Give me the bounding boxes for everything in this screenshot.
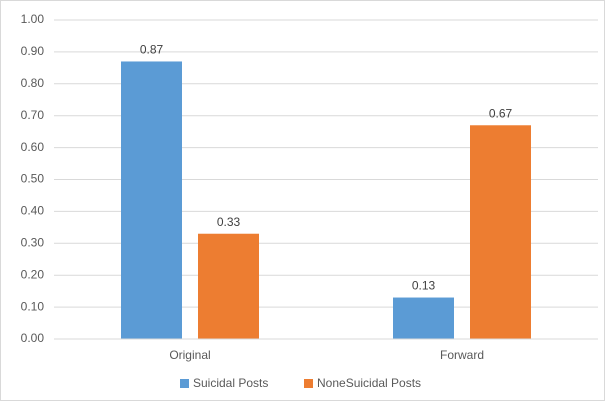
y-tick-label: 0.40 <box>21 204 45 218</box>
y-tick-label: 0.00 <box>21 331 45 345</box>
bar <box>198 233 259 339</box>
data-label: 0.13 <box>412 279 436 293</box>
legend-label: NoneSuicidal Posts <box>317 376 421 390</box>
bar <box>470 125 531 340</box>
legend-swatch <box>180 379 189 388</box>
data-label: 0.67 <box>489 106 513 120</box>
data-label: 0.33 <box>217 215 241 229</box>
y-tick-label: 0.60 <box>21 140 45 154</box>
y-tick-label: 0.90 <box>21 44 45 58</box>
x-tick-label: Forward <box>440 348 484 362</box>
y-tick-label: 1.00 <box>21 12 45 26</box>
x-tick-label: Original <box>169 348 210 362</box>
legend-swatch <box>304 379 313 388</box>
y-tick-label: 0.80 <box>21 76 45 90</box>
y-tick-label: 0.50 <box>21 172 45 186</box>
legend-label: Suicidal Posts <box>193 376 268 390</box>
y-tick-label: 0.30 <box>21 235 45 249</box>
bar <box>121 61 182 339</box>
bar <box>393 297 454 339</box>
y-tick-label: 0.20 <box>21 267 45 281</box>
y-tick-label: 0.10 <box>21 299 45 313</box>
y-tick-label: 0.70 <box>21 108 45 122</box>
data-label: 0.87 <box>140 43 164 57</box>
